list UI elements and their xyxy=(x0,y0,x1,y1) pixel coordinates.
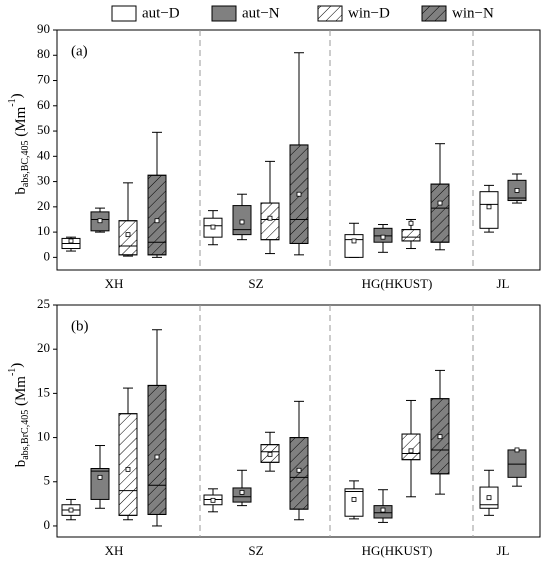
legend-swatch xyxy=(111,5,137,22)
legend-hatch xyxy=(421,5,447,22)
box-hatch xyxy=(289,437,309,510)
mean-marker xyxy=(514,447,520,453)
mean-marker xyxy=(267,451,273,457)
mean-marker xyxy=(351,238,357,244)
box xyxy=(344,234,364,258)
box-hatch xyxy=(147,384,167,515)
y-tick-label: 15 xyxy=(37,384,50,399)
mean-marker xyxy=(380,234,386,240)
mean-marker xyxy=(239,489,245,495)
box-hatch xyxy=(118,413,138,516)
box xyxy=(344,488,364,517)
mean-marker xyxy=(210,497,216,503)
box-hatch xyxy=(260,202,280,241)
y-label-part: ) xyxy=(9,93,25,98)
legend-label: win−D xyxy=(348,5,390,21)
y-tick-label: 80 xyxy=(37,46,50,61)
mean-marker xyxy=(408,448,414,454)
mean-marker xyxy=(437,434,443,440)
mean-marker xyxy=(486,204,492,210)
x-tick-label: HG(HKUST) xyxy=(362,276,433,291)
mean-marker xyxy=(380,507,386,513)
mean-marker xyxy=(486,495,492,501)
y-label-part: b xyxy=(13,187,29,195)
box-hatch xyxy=(430,183,450,243)
mean-marker xyxy=(97,474,103,480)
legend-hatch xyxy=(317,5,343,22)
mean-marker xyxy=(296,467,302,473)
y-tick-label: 10 xyxy=(37,223,50,238)
y-label-part: (Mm xyxy=(13,376,29,410)
y-tick-label: 50 xyxy=(37,122,50,137)
y-tick-label: 5 xyxy=(44,473,51,488)
mean-marker xyxy=(68,507,74,513)
mean-marker xyxy=(125,466,131,472)
mean-marker xyxy=(239,219,245,225)
y-tick-label: 0 xyxy=(44,517,51,532)
y-tick-label: 25 xyxy=(37,296,50,311)
panel-label: (b) xyxy=(71,318,89,334)
y-tick-label: 0 xyxy=(44,248,51,263)
mean-marker xyxy=(125,232,131,238)
mean-marker xyxy=(68,238,74,244)
mean-marker xyxy=(267,215,273,221)
box-hatch xyxy=(401,433,421,461)
mean-marker xyxy=(296,191,302,197)
mean-marker xyxy=(514,188,520,193)
y-label-part: abs,BrC,405 xyxy=(20,410,31,460)
legend-label: aut−D xyxy=(142,5,180,21)
mean-marker xyxy=(351,497,357,502)
mean-marker xyxy=(154,218,160,224)
x-tick-label: JL xyxy=(497,543,510,558)
box xyxy=(479,191,499,229)
y-tick-label: 90 xyxy=(37,21,50,36)
legend-label: aut−N xyxy=(242,5,280,21)
x-tick-label: SZ xyxy=(248,543,263,558)
mean-marker xyxy=(97,218,103,224)
box xyxy=(232,487,252,503)
y-tick-label: 20 xyxy=(37,198,50,213)
box-hatch xyxy=(401,229,421,242)
legend-swatch xyxy=(211,5,237,22)
mean-marker xyxy=(210,224,216,230)
y-label-part: abs,BC,405 xyxy=(20,140,31,187)
y-tick-label: 30 xyxy=(37,173,50,188)
plot-frame xyxy=(56,29,541,271)
x-tick-label: XH xyxy=(105,543,124,558)
x-tick-label: JL xyxy=(497,276,510,291)
x-tick-label: HG(HKUST) xyxy=(362,543,433,558)
y-tick-label: 60 xyxy=(37,97,50,112)
y-axis-label: babs,BrC,405 (Mm-1) xyxy=(7,363,31,468)
y-axis-label: babs,BC,405 (Mm-1) xyxy=(7,93,31,194)
box-hatch xyxy=(118,220,138,256)
y-tick-label: 70 xyxy=(37,72,50,87)
y-label-part: -1 xyxy=(7,98,18,106)
plot-frame xyxy=(56,304,541,538)
y-tick-label: 20 xyxy=(37,340,50,355)
y-label-part: ) xyxy=(9,363,25,368)
mean-marker xyxy=(408,220,414,226)
legend-label: win−N xyxy=(452,5,494,21)
mean-marker xyxy=(437,200,443,206)
x-tick-label: XH xyxy=(105,276,124,291)
y-tick-label: 40 xyxy=(37,147,50,162)
x-tick-label: SZ xyxy=(248,276,263,291)
box-hatch xyxy=(147,174,167,256)
box xyxy=(90,468,110,500)
panel-label: (a) xyxy=(71,43,88,59)
y-tick-label: 10 xyxy=(37,429,50,444)
mean-marker xyxy=(154,454,160,460)
y-label-part: -1 xyxy=(7,368,18,376)
y-label-part: b xyxy=(13,460,29,468)
y-label-part: (Mm xyxy=(13,106,29,140)
